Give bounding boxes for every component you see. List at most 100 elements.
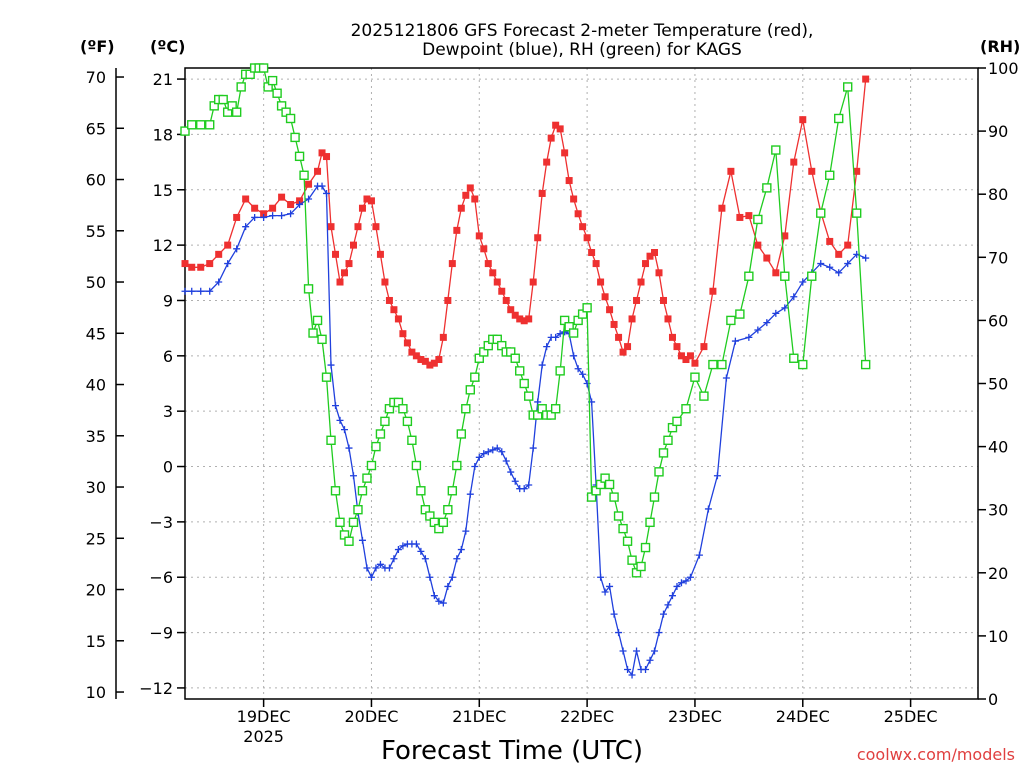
data-point	[336, 278, 344, 286]
data-point	[597, 573, 605, 581]
data-point	[330, 486, 341, 496]
chart-title-line2: Dewpoint (blue), RH (green) for KAGS	[422, 40, 742, 60]
data-point	[242, 223, 250, 231]
data-point	[520, 485, 528, 493]
data-point	[606, 306, 614, 314]
data-point	[267, 75, 278, 86]
data-point	[606, 582, 614, 590]
data-point	[601, 293, 609, 301]
data-point	[340, 426, 348, 434]
data-point	[260, 210, 268, 218]
data-point	[344, 536, 354, 546]
data-point	[348, 517, 359, 528]
data-point	[613, 511, 624, 521]
data-point	[860, 359, 871, 370]
rh-tick-label: 90	[988, 122, 1008, 141]
data-point	[790, 293, 798, 301]
data-point	[363, 564, 371, 572]
data-point	[574, 210, 582, 218]
data-point	[789, 353, 799, 363]
data-point	[583, 234, 591, 242]
data-point	[510, 353, 520, 363]
celsius-tick-label: 0	[163, 458, 173, 477]
data-point	[489, 446, 497, 454]
data-point	[568, 328, 579, 338]
data-point	[439, 599, 447, 607]
data-point	[754, 241, 762, 249]
data-point	[372, 223, 380, 231]
data-point	[336, 416, 344, 424]
data-point	[385, 296, 393, 304]
data-point	[615, 333, 623, 341]
data-point	[408, 348, 416, 356]
data-point	[471, 463, 479, 471]
data-point	[357, 486, 368, 496]
celsius-tick-label: −6	[149, 568, 173, 587]
data-point	[390, 555, 398, 563]
series-layer	[180, 63, 871, 679]
data-point	[363, 195, 371, 203]
data-point	[390, 306, 398, 314]
data-point	[659, 610, 667, 618]
data-point	[484, 448, 492, 456]
time-tick-label: 25DEC	[884, 707, 938, 726]
data-point	[781, 232, 789, 240]
data-point	[645, 517, 655, 528]
fahrenheit-tick-label: 10	[86, 683, 106, 702]
data-point	[718, 204, 726, 212]
data-point	[633, 296, 641, 304]
data-point	[188, 287, 196, 295]
celsius-tick-label: −3	[149, 513, 173, 532]
data-point	[411, 460, 422, 471]
data-point	[547, 134, 555, 142]
data-point	[462, 527, 470, 535]
rh-tick-label: 20	[988, 564, 1008, 583]
data-point	[353, 505, 363, 515]
data-point	[808, 167, 816, 175]
data-point	[498, 448, 506, 456]
data-point	[326, 435, 336, 445]
data-point	[699, 391, 709, 401]
data-point	[619, 348, 627, 356]
data-point	[713, 472, 721, 480]
time-tick-label: 21DEC	[452, 707, 506, 726]
data-point	[466, 184, 474, 192]
data-point	[372, 564, 380, 572]
data-point	[677, 579, 685, 587]
time-tick-label: 23DEC	[668, 707, 722, 726]
fahrenheit-tick-label: 40	[86, 376, 106, 395]
time-tick-label: 20DEC	[344, 707, 398, 726]
data-point	[335, 517, 345, 528]
fahrenheit-tick-label: 60	[86, 171, 106, 190]
celsius-tick-label: −9	[149, 624, 173, 643]
data-point	[862, 75, 870, 83]
fahrenheit-tick-label: 25	[86, 529, 106, 548]
data-point	[664, 315, 672, 323]
data-point	[484, 260, 492, 268]
data-point	[642, 665, 650, 673]
data-point	[556, 330, 564, 338]
data-point	[206, 287, 214, 295]
data-point	[412, 352, 420, 360]
data-point	[308, 328, 318, 338]
data-point	[465, 385, 476, 395]
data-point	[646, 252, 654, 260]
data-point	[444, 582, 452, 590]
data-point	[272, 88, 282, 98]
data-point	[402, 416, 413, 427]
data-point	[430, 592, 438, 600]
plot-frame	[184, 67, 979, 700]
data-point	[380, 416, 390, 427]
data-point	[677, 352, 685, 360]
celsius-tick-label: −12	[139, 679, 173, 698]
data-point	[744, 271, 754, 281]
celsius-tick-label: 15	[153, 181, 173, 200]
data-point	[807, 271, 817, 281]
data-point	[317, 334, 327, 345]
data-point	[345, 444, 353, 452]
data-point	[507, 306, 515, 314]
data-point	[649, 492, 660, 502]
data-point	[327, 223, 335, 231]
data-point	[654, 467, 664, 477]
